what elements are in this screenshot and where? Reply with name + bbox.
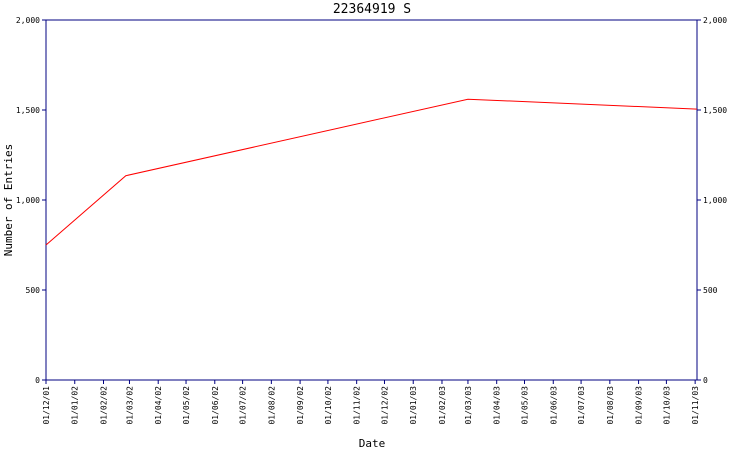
y-tick-label-left: 500 <box>26 286 41 295</box>
y-tick-label-right: 1,500 <box>703 106 727 115</box>
y-tick-label-left: 1,000 <box>16 196 40 205</box>
chart-title: 22364919 S <box>333 2 411 17</box>
x-tick-label: 01/07/02 <box>239 386 248 425</box>
x-tick-label: 01/05/02 <box>182 386 191 425</box>
x-tick-label: 01/08/03 <box>606 386 615 425</box>
x-tick-label: 01/10/02 <box>324 386 333 425</box>
x-axis-label: Date <box>359 437 386 450</box>
series-line <box>45 98 698 246</box>
y-tick-label-right: 1,000 <box>703 196 727 205</box>
x-tick-label: 01/03/02 <box>125 386 134 425</box>
plot-area <box>45 19 698 381</box>
x-tick-label: 01/11/03 <box>691 386 700 425</box>
x-tick-label: 01/01/03 <box>409 386 418 425</box>
y-tick-label-right: 500 <box>703 286 718 295</box>
x-tick-label: 01/12/02 <box>380 386 389 425</box>
x-tick-label: 01/06/03 <box>549 386 558 425</box>
x-tick-label: 01/07/03 <box>577 386 586 425</box>
x-tick-label: 01/10/03 <box>662 386 671 425</box>
x-tick-label: 01/08/02 <box>267 386 276 425</box>
x-tick-label: 01/04/02 <box>154 386 163 425</box>
y-tick-label-right: 2,000 <box>703 16 727 25</box>
x-tick-label: 01/09/02 <box>296 386 305 425</box>
x-tick-label: 01/11/02 <box>353 386 362 425</box>
x-tick-label: 01/04/03 <box>493 386 502 425</box>
y-tick-label-left: 2,000 <box>16 16 40 25</box>
y-axis-label: Number of Entries <box>2 144 15 257</box>
x-tick-label: 01/02/02 <box>99 386 108 425</box>
x-tick-label: 01/01/02 <box>71 386 80 425</box>
x-tick-label: 01/02/03 <box>438 386 447 425</box>
x-tick-label: 01/06/02 <box>211 386 220 425</box>
x-tick-label: 01/03/03 <box>464 386 473 425</box>
x-tick-label: 01/09/03 <box>635 386 644 425</box>
y-tick-label-right: 0 <box>703 376 708 385</box>
x-tick-label: 01/05/03 <box>521 386 530 425</box>
x-tick-label: 01/12/01 <box>42 386 51 425</box>
y-tick-label-left: 0 <box>35 376 40 385</box>
y-tick-label-left: 1,500 <box>16 106 40 115</box>
